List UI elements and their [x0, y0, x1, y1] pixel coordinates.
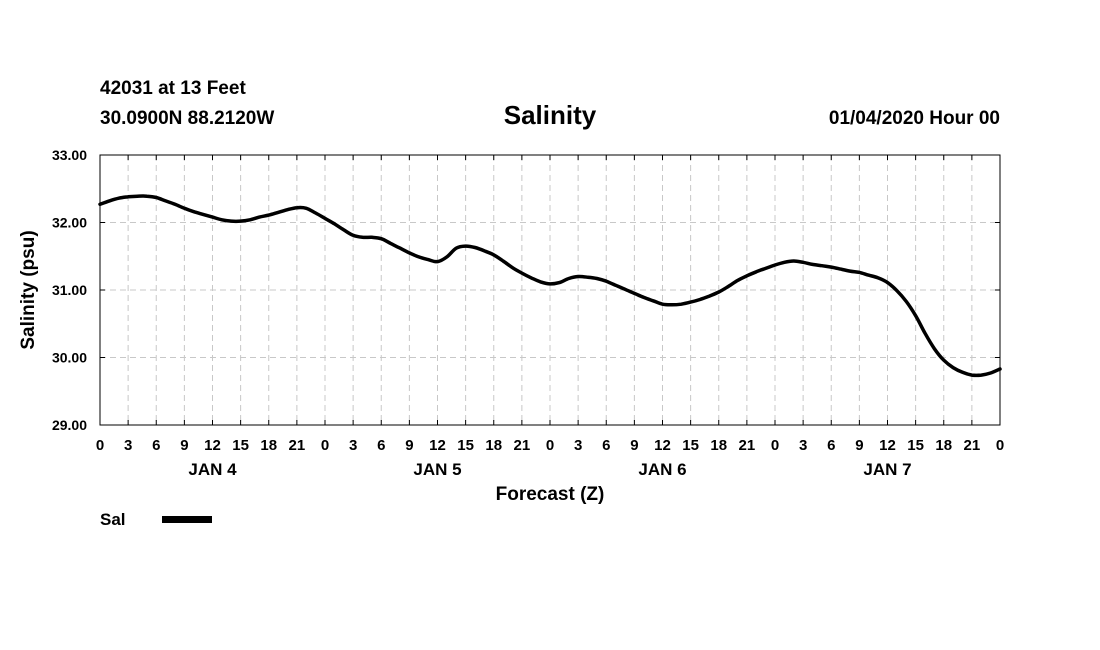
x-tick-label: 0 [96, 437, 104, 454]
y-tick-label: 33.00 [52, 147, 87, 163]
y-tick-label: 31.00 [52, 282, 87, 298]
x-tick-label: 12 [204, 437, 221, 454]
day-label: JAN 6 [638, 460, 686, 479]
x-tick-label: 9 [855, 437, 863, 454]
x-tick-label: 6 [152, 437, 160, 454]
x-tick-label: 21 [514, 437, 531, 454]
y-tick-label: 29.00 [52, 417, 87, 433]
x-tick-label: 15 [457, 437, 474, 454]
day-labels: JAN 4 JAN 5 JAN 6 JAN 7 [188, 460, 911, 479]
station-label: 42031 at 13 Feet [100, 78, 246, 99]
y-tick-label: 30.00 [52, 350, 87, 366]
legend-label: Sal [100, 510, 126, 529]
x-tick-label: 6 [377, 437, 385, 454]
x-tick-label: 9 [180, 437, 188, 454]
x-tick-label: 3 [124, 437, 132, 454]
x-tick-label: 0 [321, 437, 329, 454]
y-tick-label: 32.00 [52, 215, 87, 231]
x-tick-label: 15 [232, 437, 249, 454]
x-tick-label: 18 [260, 437, 277, 454]
x-tick-label: 3 [799, 437, 807, 454]
series-line-sal [98, 194, 1002, 378]
x-tick-label: 12 [879, 437, 896, 454]
x-tick-label: 21 [739, 437, 756, 454]
x-tick-label: 6 [827, 437, 835, 454]
plot-frame [99, 154, 1001, 426]
x-tick-label: 3 [574, 437, 582, 454]
x-tick-label: 12 [654, 437, 671, 454]
x-tick-label: 21 [289, 437, 306, 454]
day-label: JAN 7 [863, 460, 911, 479]
x-tick-label: 15 [682, 437, 699, 454]
x-tick-label: 9 [630, 437, 638, 454]
x-tick-labels: 0 3 6 9 12 15 18 21 0 3 6 9 12 15 18 21 0 3 6 9 12 15 18 21 0 3 6 9… [96, 437, 1004, 454]
y-tick-labels: 29.00 30.00 31.00 32.00 33.00 [52, 147, 87, 433]
x-axis-title: Forecast (Z) [496, 484, 605, 505]
day-label: JAN 5 [413, 460, 461, 479]
x-tick-label: 9 [405, 437, 413, 454]
x-tick-label: 0 [771, 437, 779, 454]
x-tick-label: 15 [907, 437, 924, 454]
day-label: JAN 4 [188, 460, 237, 479]
x-tick-label: 0 [996, 437, 1004, 454]
run-time-label: 01/04/2020 Hour 00 [829, 108, 1000, 129]
x-tick-label: 12 [429, 437, 446, 454]
x-tick-label: 21 [964, 437, 981, 454]
x-tick-label: 18 [935, 437, 952, 454]
x-tick-label: 18 [485, 437, 502, 454]
location-label: 30.0900N 88.2120W [100, 108, 274, 129]
grid-lines [100, 155, 1000, 425]
x-tick-label: 6 [602, 437, 610, 454]
y-axis-title: Salinity (psu) [18, 230, 39, 349]
x-tick-label: 0 [546, 437, 554, 454]
chart-title: Salinity [504, 100, 597, 130]
axis-ticks [99, 154, 1001, 426]
x-tick-label: 3 [349, 437, 357, 454]
legend-swatch [162, 516, 212, 523]
x-tick-label: 18 [710, 437, 727, 454]
